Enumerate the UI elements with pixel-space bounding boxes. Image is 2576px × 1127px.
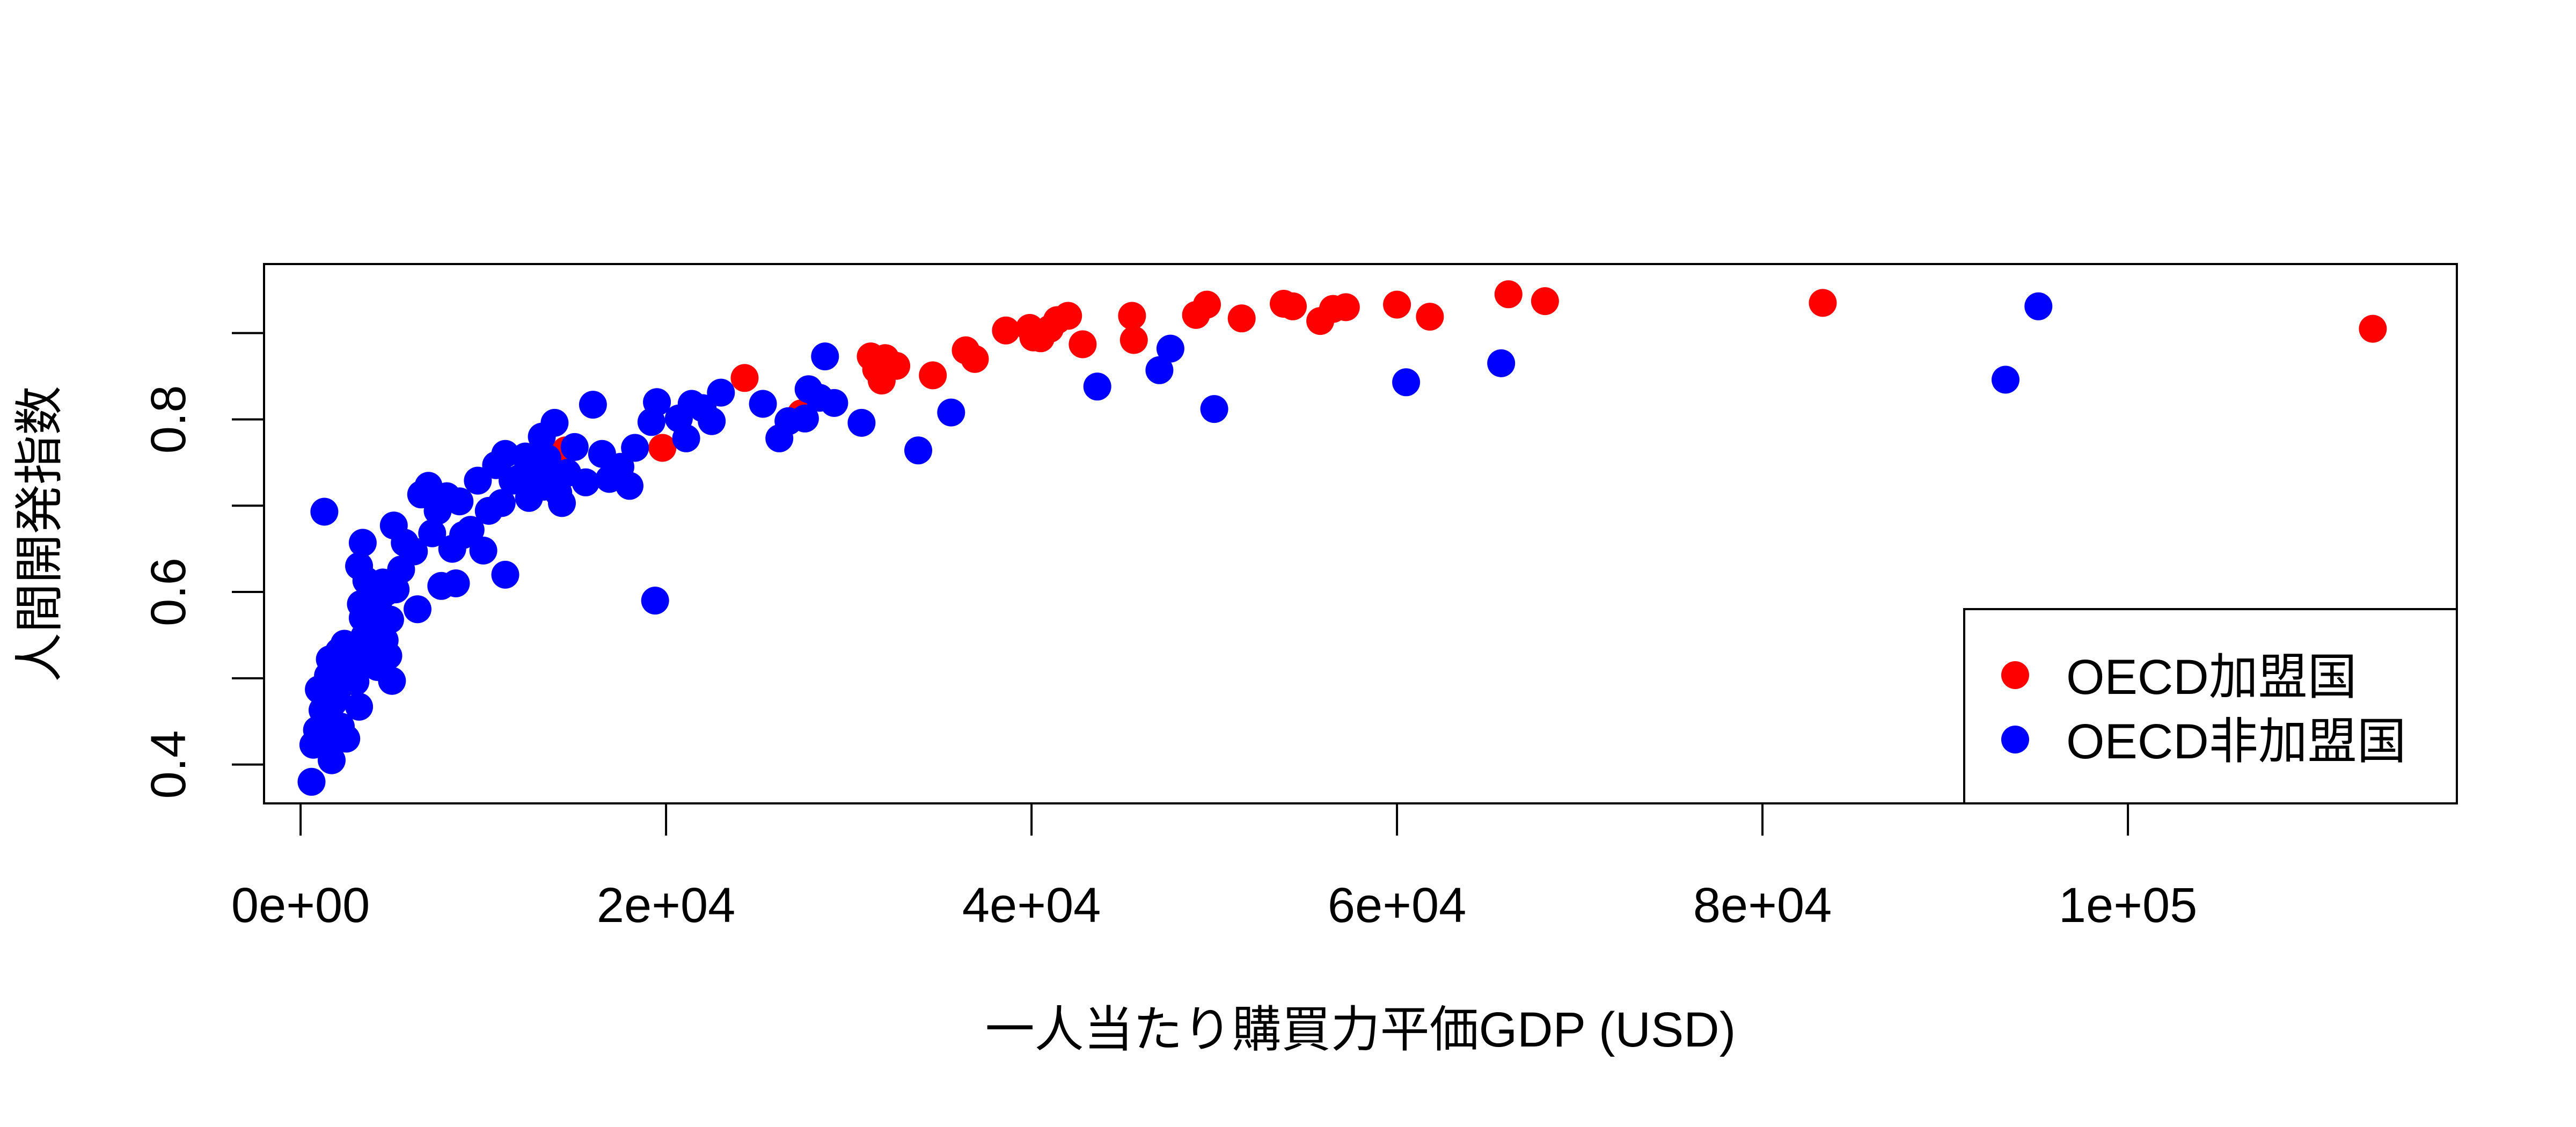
non-oecd-point-51	[418, 519, 447, 547]
non-oecd-point-114	[1992, 365, 2019, 394]
x-tick-label: 8e+04	[1693, 878, 1832, 933]
legend-box	[1963, 608, 2458, 804]
non-oecd-point-80	[560, 433, 589, 461]
non-oecd-point-103	[811, 342, 839, 371]
oecd-point-29	[1331, 293, 1360, 321]
non-oecd-point-0	[297, 767, 326, 796]
non-oecd-point-107	[937, 398, 965, 427]
legend-label-non-oecd: OECD非加盟国	[2066, 714, 2406, 769]
y-tick-label: 0.6	[141, 558, 196, 626]
non-oecd-point-86	[616, 472, 643, 500]
data-points	[297, 280, 2387, 796]
non-oecd-point-113	[1487, 349, 1516, 377]
non-oecd-point-100	[791, 404, 819, 433]
non-oecd-point-5	[310, 497, 339, 526]
non-oecd-point-22	[345, 692, 374, 721]
non-oecd-point-112	[1392, 368, 1421, 397]
x-tick-label: 2e+04	[597, 878, 735, 933]
non-oecd-point-106	[904, 436, 932, 465]
non-oecd-point-81	[572, 468, 600, 496]
legend-label-oecd: OECD加盟国	[2066, 650, 2357, 705]
non-oecd-point-97	[749, 390, 777, 418]
non-oecd-point-90	[643, 388, 671, 416]
non-oecd-point-96	[707, 378, 735, 407]
non-oecd-point-40	[374, 642, 402, 670]
oecd-point-8	[882, 352, 911, 380]
oecd-point-11	[961, 345, 989, 373]
legend-marker-non-oecd	[2001, 726, 2029, 753]
oecd-point-2	[730, 364, 759, 392]
non-oecd-point-105	[847, 408, 876, 437]
oecd-point-21	[1119, 326, 1148, 354]
non-oecd-point-59	[456, 516, 485, 544]
non-oecd-point-60	[464, 466, 492, 495]
oecd-point-26	[1279, 292, 1307, 320]
x-tick-label: 4e+04	[962, 878, 1101, 933]
non-oecd-point-108	[1083, 372, 1111, 401]
non-oecd-point-64	[487, 489, 516, 517]
non-oecd-point-65	[491, 560, 519, 589]
oecd-point-34	[1809, 289, 1837, 317]
y-axis-label: 人間開発指数	[12, 386, 67, 682]
oecd-point-31	[1416, 303, 1444, 331]
non-oecd-point-57	[445, 487, 474, 516]
non-oecd-point-92	[672, 424, 700, 452]
oecd-point-1	[648, 434, 677, 462]
x-axis-label: 一人当たり購買力平価GDP (USD)	[985, 1002, 1736, 1057]
oecd-point-12	[992, 316, 1020, 345]
oecd-point-33	[1531, 287, 1559, 316]
non-oecd-point-110	[1156, 334, 1184, 363]
oecd-point-19	[1069, 330, 1097, 358]
non-oecd-point-87	[621, 434, 649, 462]
non-oecd-point-104	[820, 389, 848, 417]
non-oecd-point-26	[348, 529, 377, 557]
non-oecd-point-48	[404, 595, 431, 624]
non-oecd-point-111	[1200, 395, 1228, 423]
non-oecd-point-78	[548, 489, 576, 517]
non-oecd-point-61	[469, 536, 497, 565]
non-oecd-point-42	[378, 667, 406, 695]
non-oecd-point-41	[376, 605, 404, 634]
oecd-point-9	[919, 361, 947, 390]
oecd-point-35	[2359, 314, 2387, 343]
y-axis: 0.4 0.6 0.8	[141, 332, 265, 799]
non-oecd-point-109	[1145, 356, 1174, 384]
legend-marker-oecd	[2001, 661, 2029, 689]
oecd-point-18	[1054, 302, 1082, 330]
oecd-point-23	[1193, 290, 1221, 319]
legend: OECD加盟国 OECD非加盟国	[1963, 608, 2458, 804]
x-tick-label: 0e+00	[231, 878, 370, 933]
non-oecd-point-95	[698, 407, 726, 435]
y-tick-label: 0.8	[141, 385, 196, 453]
oecd-point-32	[1494, 280, 1523, 309]
non-oecd-point-47	[400, 537, 428, 566]
y-tick-label: 0.4	[141, 730, 196, 799]
non-oecd-point-9	[318, 746, 346, 774]
oecd-point-30	[1383, 290, 1411, 319]
non-oecd-point-115	[2024, 292, 2053, 320]
non-oecd-point-82	[579, 391, 607, 419]
non-oecd-point-56	[442, 569, 470, 597]
oecd-point-24	[1227, 304, 1256, 333]
x-tick-label: 6e+04	[1328, 878, 1466, 933]
non-oecd-point-89	[641, 587, 669, 615]
x-axis: 0e+00 2e+04 4e+04 6e+04 8e+04 1e+05	[231, 802, 2197, 933]
x-tick-label: 1e+05	[2059, 878, 2197, 933]
non-oecd-point-76	[540, 408, 569, 437]
non-oecd-point-20	[341, 668, 370, 696]
non-oecd-point-17	[332, 724, 361, 753]
oecd-point-20	[1118, 302, 1146, 330]
